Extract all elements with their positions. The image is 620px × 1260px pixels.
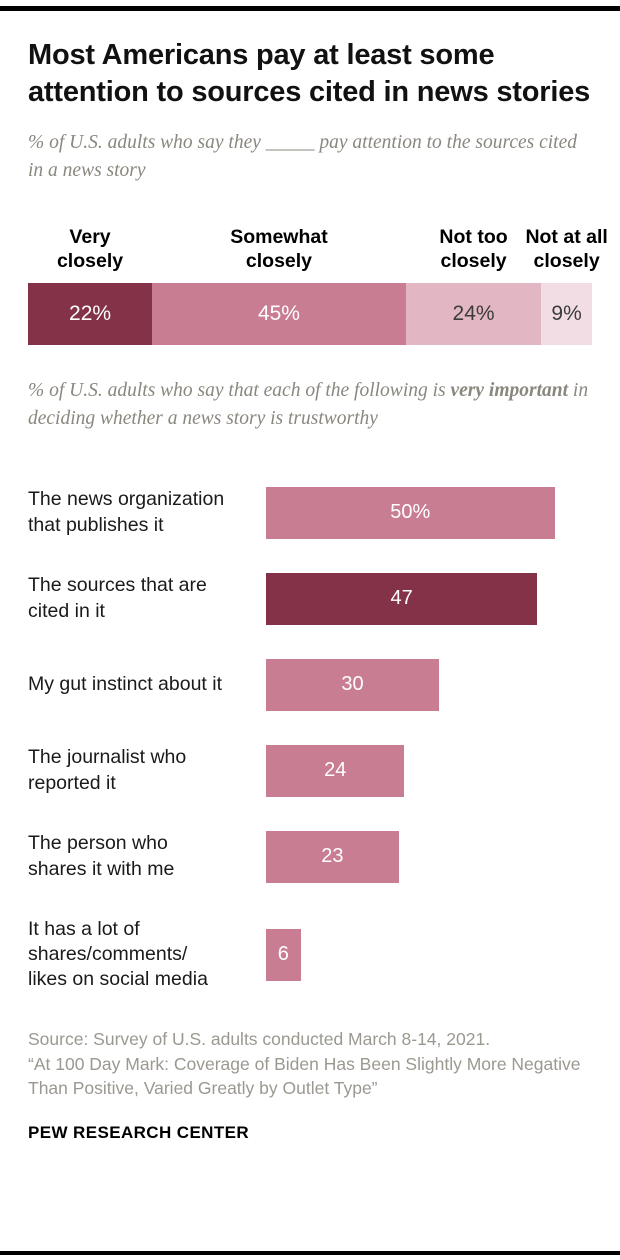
bar-chart: The news organization that publishes it 50… <box>28 486 592 993</box>
stacked-segment: 22% <box>28 283 153 346</box>
top-border <box>0 6 620 11</box>
bar-track: 6 <box>266 928 592 981</box>
bar-row: The news organization that publishes it 50… <box>28 486 592 539</box>
segment-header: Very closely <box>56 225 124 272</box>
page-title: Most Americans pay at least some attenti… <box>28 39 591 109</box>
chart-card: Most Americans pay at least some attenti… <box>0 37 620 1143</box>
bar-track: 50% <box>266 486 592 539</box>
bar-row: It has a lot of shares/comments/likes on … <box>28 917 592 993</box>
stacked-segment: 45% <box>152 283 406 346</box>
subtitle-2-bold: very important <box>450 380 569 402</box>
stacked-segment: 24% <box>405 283 542 346</box>
stacked-bar: 22% 45% 24% 9% <box>28 283 592 346</box>
bar: 30 <box>266 658 440 711</box>
bar: 23 <box>266 830 399 883</box>
bar-track: 24 <box>266 744 592 797</box>
bar-row: The person who shares it with me 23 <box>28 830 592 883</box>
segment-header: Not too closely <box>439 225 508 272</box>
bar-row: The sources that are cited in it 47 <box>28 572 592 625</box>
bar: 47 <box>266 572 538 625</box>
source-note: Source: Survey of U.S. adults conducted … <box>28 1027 592 1102</box>
bar-row: My gut instinct about it 30 <box>28 658 592 711</box>
bar-category-label: The journalist who reported it <box>28 746 187 794</box>
bottom-border <box>0 1251 620 1255</box>
segment-header: Not at all closely <box>525 225 608 272</box>
brand-label: PEW RESEARCH CENTER <box>28 1123 250 1143</box>
stacked-bar-headers: Very closely Somewhat closely Not too closely… <box>28 225 608 274</box>
bar-track: 30 <box>266 658 592 711</box>
bar-row: The journalist who reported it 24 <box>28 744 592 797</box>
bar-track: 47 <box>266 572 592 625</box>
stacked-segment: 9% <box>541 283 592 346</box>
segment-header: Somewhat closely <box>230 225 328 272</box>
bar-category-label: The person who shares it with me <box>28 832 175 880</box>
bar: 50% <box>266 486 555 539</box>
source-line-2: “At 100 Day Mark: Coverage of Biden Has … <box>28 1053 581 1099</box>
bar-category-label: It has a lot of shares/comments/likes on … <box>28 917 208 991</box>
subtitle-2-suffix: in deciding whether a news story is trus… <box>28 380 589 430</box>
subtitle-2-prefix: % of U.S. adults who say that each of th… <box>28 380 451 402</box>
bar: 6 <box>266 928 301 981</box>
bar: 24 <box>266 744 405 797</box>
bar-category-label: The sources that are cited in it <box>28 574 207 622</box>
bar-category-label: My gut instinct about it <box>28 673 223 696</box>
chart-subtitle-2: % of U.S. adults who say that each of th… <box>28 377 592 432</box>
bar-value-label: 23 <box>321 845 344 868</box>
bar-value-label: 50% <box>390 501 431 524</box>
bar-category-label: The news organization that publishes it <box>28 488 225 536</box>
stacked-bar-chart: Very closely Somewhat closely Not too closely… <box>28 225 608 346</box>
source-line-1: Source: Survey of U.S. adults conducted … <box>28 1028 491 1049</box>
bar-track: 23 <box>266 830 592 883</box>
bar-value-label: 30 <box>341 673 364 696</box>
chart-subtitle-1: % of U.S. adults who say they _____ pay … <box>28 132 577 181</box>
bar-value-label: 47 <box>390 587 413 610</box>
bar-value-label: 6 <box>277 943 289 966</box>
bar-value-label: 24 <box>324 759 347 782</box>
